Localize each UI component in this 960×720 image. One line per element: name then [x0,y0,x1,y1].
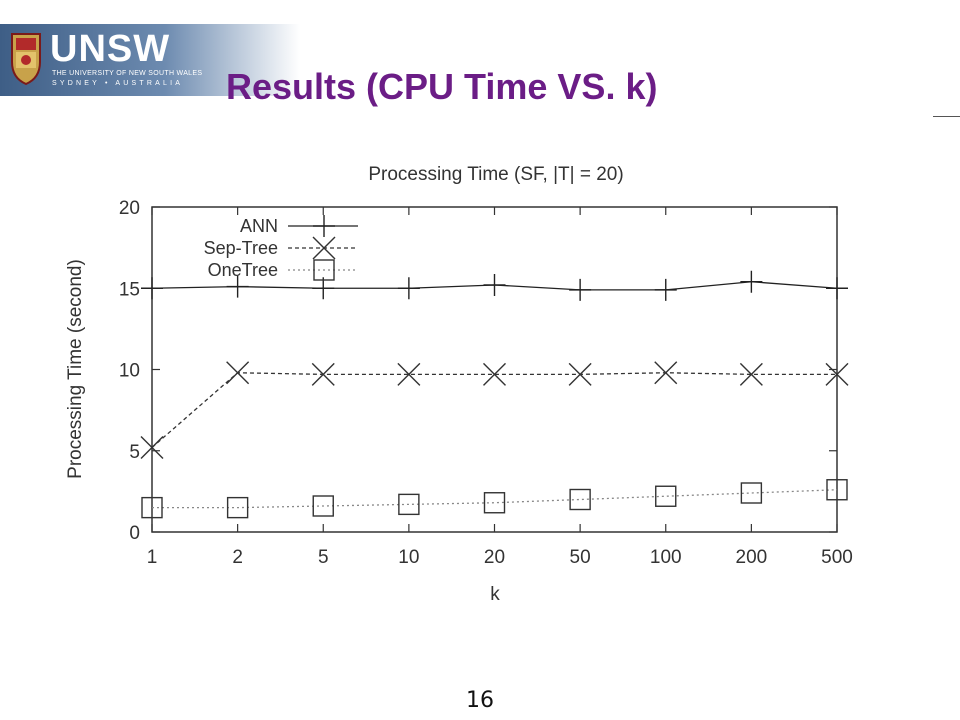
square-marker [826,479,848,501]
plus-marker [654,278,677,301]
series-layer [140,270,849,519]
square-marker [398,493,420,516]
x-tick-label: 50 [570,547,591,568]
y-tick-label: 15 [119,279,140,300]
legend-label-ann: ANN [240,216,278,236]
x-marker-stroke [654,361,678,385]
unsw-crest-icon [11,33,41,86]
x-marker [312,236,336,260]
x-marker-stroke [311,362,335,386]
x-tick-label: 200 [736,547,768,568]
y-tick-label: 20 [119,198,140,219]
x-axis-ticks: 1 2 5 10 20 50 100 200 500 [147,207,853,568]
x-marker [311,362,335,386]
x-marker [654,361,678,385]
legend-label-onetree: OneTree [208,260,278,280]
square-marker [569,488,591,511]
plus-marker [226,275,249,298]
x-marker [483,362,506,386]
x-marker [825,362,849,386]
square-marker [313,259,335,281]
plus-marker [740,270,763,293]
x-marker-stroke [568,362,592,386]
y-tick-label: 10 [119,361,140,382]
processing-time-chart: Processing Time (SF, |T| = 20) k Process… [65,164,853,605]
series-line-sep-tree [151,372,837,448]
unsw-wordmark: UNSW [50,28,171,70]
x-tick-label: 1 [147,547,158,568]
y-axis-ticks: 0 5 10 15 20 [119,198,837,544]
x-marker [568,362,592,386]
page-number: 16 [466,688,494,713]
header-band [0,24,300,96]
x-tick-label: 20 [484,547,505,568]
plus-marker [569,278,592,301]
plus-marker [312,277,335,300]
series-line-onetree [152,489,838,509]
x-axis-label: k [490,584,500,605]
plus-marker [397,277,420,300]
square-marker [483,492,506,514]
x-marker-stroke [312,236,336,260]
square-marker [740,482,763,504]
plus-marker [483,274,506,296]
square-marker [226,496,249,519]
slide-title: Results (CPU Time VS. k) [226,66,658,107]
x-marker [397,362,421,386]
y-tick-label: 0 [129,523,140,544]
square-marker [312,495,334,517]
x-marker-stroke [397,362,421,386]
plus-marker [826,277,848,300]
x-marker-stroke [825,362,849,386]
x-tick-label: 500 [821,547,853,568]
x-marker-stroke [483,362,506,386]
x-tick-label: 5 [318,547,329,568]
square-marker [141,496,163,519]
y-tick-label: 5 [129,442,140,463]
corner-rule [933,116,960,117]
x-tick-label: 10 [398,547,419,568]
x-marker [226,361,250,385]
square-marker [655,485,677,507]
x-marker [140,436,164,459]
x-tick-label: 100 [650,547,682,568]
legend-label-sep-tree: Sep-Tree [204,238,278,258]
plus-marker [141,277,163,300]
university-location: SYDNEY • AUSTRALIA [52,80,184,87]
x-marker-stroke [226,361,250,385]
x-marker [739,362,763,386]
x-tick-label: 2 [232,547,243,568]
plus-marker [313,215,335,237]
chart-title: Processing Time (SF, |T| = 20) [368,164,623,185]
university-name: THE UNIVERSITY OF NEW SOUTH WALES [52,70,203,77]
x-marker-stroke [140,436,164,459]
x-marker-stroke [739,362,763,386]
y-axis-label: Processing Time (second) [65,259,86,479]
